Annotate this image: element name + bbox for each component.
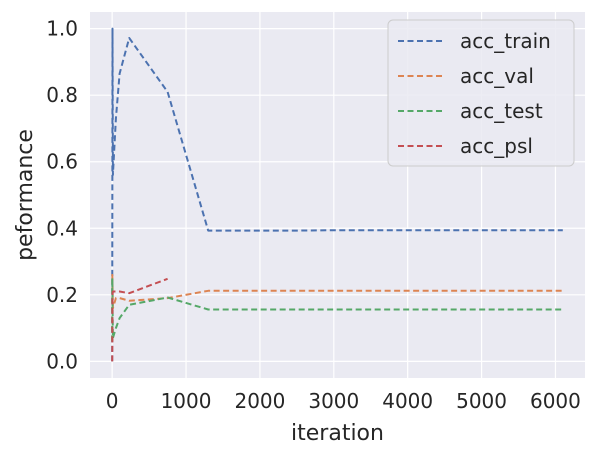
y-tick-label: 0.6 — [46, 150, 78, 174]
y-axis-title: peformance — [13, 129, 38, 261]
y-tick-label: 0.4 — [46, 216, 78, 240]
y-tick-label: 0.2 — [46, 283, 78, 307]
series-line-acc-train — [111, 27, 563, 362]
x-tick-label: 3000 — [308, 389, 359, 413]
x-tick-label: 5000 — [456, 389, 507, 413]
legend-box — [387, 19, 575, 167]
x-axis-title: iteration — [291, 421, 384, 446]
legend-label: acc_psl — [460, 134, 533, 158]
x-tick-label: 4000 — [382, 389, 433, 413]
y-axis-ticks: 0.0 0.2 0.4 0.6 0.8 1.0 — [46, 17, 78, 374]
y-tick-label: 0.8 — [46, 83, 78, 107]
legend: acc_train acc_val acc_test acc_psl — [387, 19, 575, 167]
y-tick-label: 1.0 — [46, 17, 78, 41]
legend-label: acc_train — [460, 29, 551, 53]
y-tick-label: 0.0 — [46, 349, 78, 373]
x-tick-label: 0 — [106, 389, 119, 413]
x-tick-label: 6000 — [530, 389, 581, 413]
legend-label: acc_test — [460, 99, 543, 123]
x-axis-ticks: 0 1000 2000 3000 4000 5000 6000 — [106, 389, 581, 413]
x-tick-label: 2000 — [234, 389, 285, 413]
series-line-acc-psl — [111, 277, 168, 362]
legend-label: acc_val — [460, 64, 534, 88]
series-lines — [111, 27, 563, 362]
series-line-acc-test — [111, 277, 563, 342]
x-tick-label: 1000 — [161, 389, 212, 413]
